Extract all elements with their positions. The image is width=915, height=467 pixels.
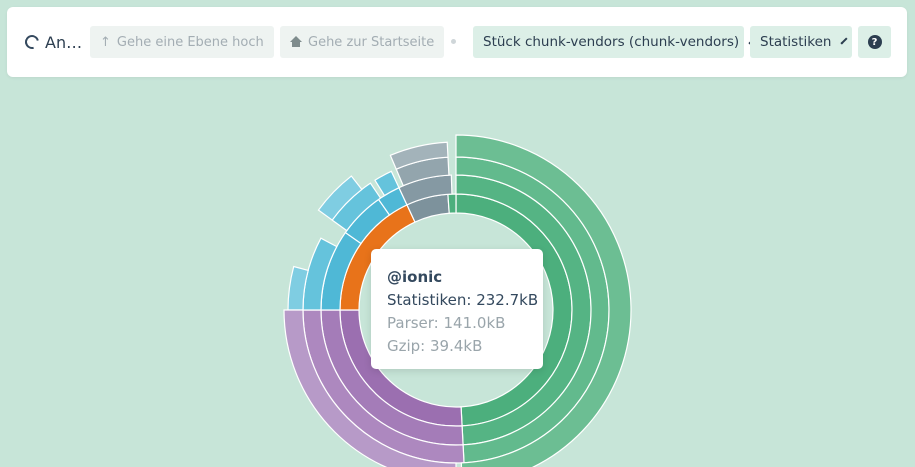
size-select[interactable]: Statistiken (750, 26, 852, 58)
size-select-value: Statistiken (760, 34, 832, 50)
tooltip-parser: Parser: 141.0kB (387, 314, 506, 332)
sunburst-segment[interactable] (455, 134, 632, 467)
chunk-select-value: Stück chunk-vendors (chunk-vendors) (483, 34, 740, 50)
arrow-up-icon: ↑ (100, 34, 111, 50)
home-icon (290, 36, 302, 48)
sunburst-segment[interactable] (374, 170, 400, 197)
app-title[interactable]: An… (22, 29, 83, 55)
go-up-button[interactable]: ↑ Gehe eine Ebene hoch (90, 26, 274, 58)
separator-dot (451, 39, 456, 44)
go-home-button[interactable]: Gehe zur Startseite (280, 26, 445, 58)
tooltip-gzip: Gzip: 39.4kB (387, 337, 483, 355)
tooltip: @ionic Statistiken: 232.7kB Parser: 141.… (371, 249, 543, 369)
tooltip-stat: Statistiken: 232.7kB (387, 291, 539, 309)
tooltip-name: @ionic (387, 268, 443, 286)
app-title-label: An… (45, 32, 83, 52)
help-icon: ? (867, 35, 882, 49)
go-up-label: Gehe eine Ebene hoch (116, 34, 264, 50)
go-home-label: Gehe zur Startseite (308, 34, 435, 50)
help-button[interactable]: ? (858, 26, 891, 58)
sunburst-segment[interactable] (317, 175, 363, 221)
sunburst-segment[interactable] (389, 141, 449, 170)
toolbar: An… ↑ Gehe eine Ebene hoch Gehe zur Star… (7, 7, 907, 77)
sunburst-segment[interactable] (447, 193, 457, 214)
sunburst-segment[interactable] (287, 265, 309, 311)
sunburst-segment[interactable] (283, 309, 457, 467)
chunk-select[interactable]: Stück chunk-vendors (chunk-vendors) (473, 26, 756, 58)
